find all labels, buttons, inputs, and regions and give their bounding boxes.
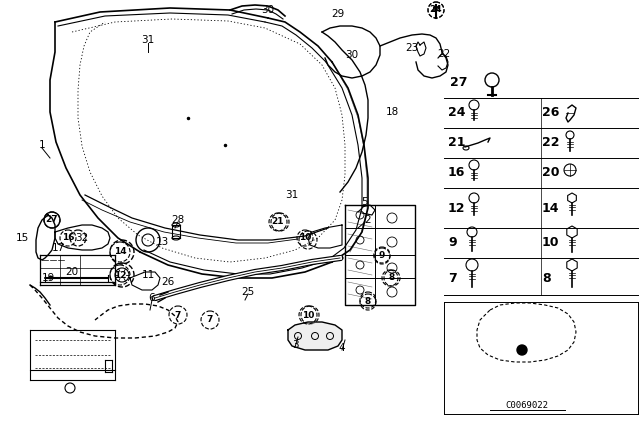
Text: 3: 3	[292, 340, 298, 350]
Text: 5: 5	[362, 197, 368, 207]
Text: 32: 32	[76, 233, 88, 243]
Text: 10: 10	[542, 236, 559, 249]
Text: 27: 27	[450, 76, 467, 89]
Text: 20: 20	[542, 165, 559, 178]
Text: 22: 22	[542, 135, 559, 148]
Text: 7: 7	[448, 271, 457, 284]
Text: 8: 8	[542, 271, 550, 284]
Text: 10: 10	[302, 310, 314, 319]
Text: 9: 9	[448, 236, 456, 249]
Text: 14: 14	[114, 247, 126, 257]
Text: 18: 18	[385, 107, 399, 117]
Text: 1: 1	[38, 140, 45, 150]
Text: 30: 30	[346, 50, 358, 60]
Text: 16: 16	[448, 165, 465, 178]
Polygon shape	[288, 322, 342, 350]
Text: 9: 9	[379, 251, 385, 260]
Text: 7: 7	[207, 315, 213, 324]
Text: 23: 23	[405, 43, 419, 53]
Text: 15: 15	[15, 233, 29, 243]
Text: 28: 28	[172, 215, 184, 225]
Text: 24: 24	[429, 5, 442, 14]
Text: 26: 26	[542, 107, 559, 120]
Text: 16: 16	[61, 233, 74, 242]
Text: 21: 21	[272, 217, 284, 227]
Text: 30: 30	[261, 5, 275, 15]
Text: 25: 25	[241, 287, 255, 297]
Text: 21: 21	[448, 135, 465, 148]
Text: 12: 12	[114, 271, 126, 280]
Text: 12: 12	[448, 202, 465, 215]
Text: 24: 24	[448, 107, 465, 120]
Text: 8: 8	[389, 273, 395, 283]
Text: 11: 11	[141, 270, 155, 280]
Text: 31: 31	[141, 35, 155, 45]
Text: 4: 4	[339, 343, 346, 353]
Text: 19: 19	[42, 273, 54, 283]
Text: 8: 8	[365, 297, 371, 306]
Text: 27: 27	[45, 215, 58, 224]
Text: 2: 2	[365, 215, 371, 225]
Text: 31: 31	[285, 190, 299, 200]
Text: 7: 7	[175, 310, 181, 319]
Text: 14: 14	[542, 202, 559, 215]
Circle shape	[517, 345, 527, 355]
Text: 20: 20	[65, 267, 79, 277]
Text: 13: 13	[156, 237, 168, 247]
Text: 29: 29	[332, 9, 344, 19]
Text: 6: 6	[148, 293, 156, 303]
Text: 17: 17	[51, 243, 65, 253]
Text: C0069022: C0069022	[506, 401, 548, 409]
Text: 10: 10	[299, 233, 311, 242]
Text: 26: 26	[161, 277, 175, 287]
Text: 22: 22	[437, 49, 451, 59]
